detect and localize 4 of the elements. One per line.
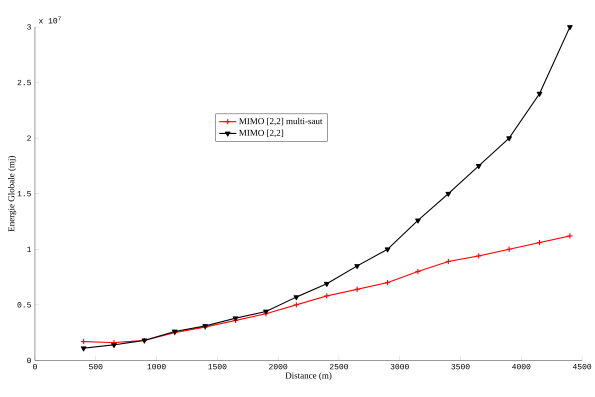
x-axis-title: Distance (m)	[285, 372, 332, 380]
y-axis-title: Energie Globale (mj)	[8, 156, 16, 232]
legend-label: MIMO [2,2] multi-saut	[239, 118, 322, 126]
legend-label: MIMO [2,2]	[239, 129, 284, 138]
